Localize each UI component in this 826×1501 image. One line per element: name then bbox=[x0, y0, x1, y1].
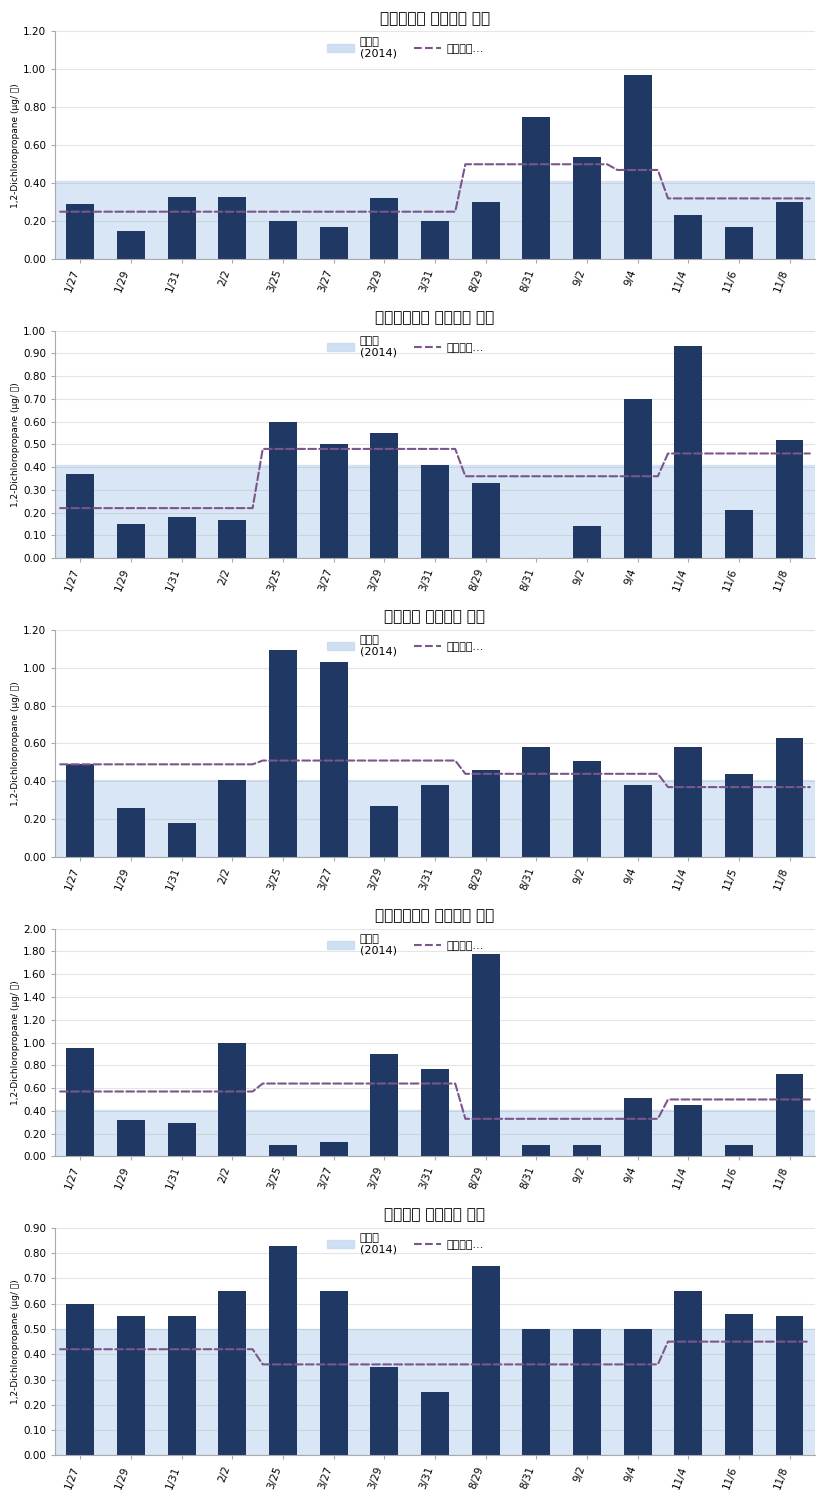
Bar bbox=[218, 519, 246, 558]
Bar bbox=[421, 785, 449, 857]
Bar bbox=[218, 1291, 246, 1456]
Bar bbox=[472, 953, 500, 1156]
Bar bbox=[421, 221, 449, 260]
Bar bbox=[370, 198, 398, 260]
Bar bbox=[168, 518, 196, 558]
Bar bbox=[776, 203, 804, 260]
Bar bbox=[573, 761, 601, 857]
Bar bbox=[320, 444, 348, 558]
Bar bbox=[168, 197, 196, 260]
Bar bbox=[674, 747, 702, 857]
Y-axis label: 1,2-Dichloropropane (μg/ ㎥): 1,2-Dichloropropane (μg/ ㎥) bbox=[11, 980, 20, 1105]
Bar bbox=[269, 221, 297, 260]
Bar bbox=[320, 227, 348, 260]
Bar bbox=[370, 806, 398, 857]
Bar bbox=[370, 432, 398, 558]
Bar bbox=[725, 775, 752, 857]
Legend: 연평균
(2014), 계절평균...: 연평균 (2014), 계절평균... bbox=[326, 336, 484, 357]
Legend: 연평균
(2014), 계절평균...: 연평균 (2014), 계절평균... bbox=[326, 1234, 484, 1255]
Bar bbox=[624, 399, 652, 558]
Y-axis label: 1,2-Dichloropropane (μg/ ㎥): 1,2-Dichloropropane (μg/ ㎥) bbox=[12, 381, 20, 507]
Bar bbox=[269, 650, 297, 857]
Bar bbox=[472, 770, 500, 857]
Bar bbox=[522, 1328, 550, 1456]
Title: 비교지역 일중농도 변화: 비교지역 일중농도 변화 bbox=[384, 1207, 486, 1222]
Bar bbox=[776, 738, 804, 857]
Legend: 연평균
(2014), 계절평균...: 연평균 (2014), 계절평균... bbox=[326, 38, 484, 59]
Bar bbox=[320, 1142, 348, 1156]
Bar bbox=[624, 75, 652, 260]
Bar bbox=[776, 1075, 804, 1156]
Bar bbox=[776, 440, 804, 558]
Legend: 연평균
(2014), 계절평균...: 연평균 (2014), 계절평균... bbox=[326, 635, 484, 657]
Bar bbox=[117, 524, 145, 558]
Bar bbox=[55, 1328, 815, 1456]
Bar bbox=[472, 483, 500, 558]
Bar bbox=[66, 1304, 94, 1456]
Bar bbox=[725, 1145, 752, 1156]
Bar bbox=[320, 1291, 348, 1456]
Title: 청량중학교 일중농도 변화: 청량중학교 일중농도 변화 bbox=[380, 11, 490, 26]
Bar bbox=[55, 465, 815, 558]
Bar bbox=[218, 779, 246, 857]
Bar bbox=[117, 808, 145, 857]
Bar bbox=[218, 1043, 246, 1156]
Bar bbox=[573, 1328, 601, 1456]
Title: 온산읍사무소 일중농도 변화: 온산읍사무소 일중농도 변화 bbox=[375, 908, 495, 923]
Bar bbox=[66, 204, 94, 260]
Bar bbox=[624, 785, 652, 857]
Title: 개운초등학교 일중농도 변화: 개운초등학교 일중농도 변화 bbox=[375, 311, 495, 326]
Bar bbox=[269, 422, 297, 558]
Bar bbox=[573, 156, 601, 260]
Bar bbox=[370, 1054, 398, 1156]
Bar bbox=[117, 231, 145, 260]
Y-axis label: 1,2-Dichloropropane (μg/ ㎥): 1,2-Dichloropropane (μg/ ㎥) bbox=[12, 1279, 20, 1403]
Bar bbox=[168, 1316, 196, 1456]
Bar bbox=[472, 203, 500, 260]
Bar bbox=[66, 764, 94, 857]
Bar bbox=[674, 347, 702, 558]
Bar bbox=[725, 510, 752, 558]
Bar bbox=[472, 1265, 500, 1456]
Y-axis label: 1,2-Dichloropropane (μg/ ㎥): 1,2-Dichloropropane (μg/ ㎥) bbox=[11, 681, 20, 806]
Bar bbox=[55, 779, 815, 857]
Bar bbox=[168, 1123, 196, 1156]
Bar bbox=[776, 1316, 804, 1456]
Bar bbox=[66, 1048, 94, 1156]
Bar bbox=[218, 197, 246, 260]
Bar bbox=[55, 1109, 815, 1156]
Bar bbox=[421, 1393, 449, 1456]
Bar bbox=[674, 1291, 702, 1456]
Bar bbox=[624, 1099, 652, 1156]
Bar bbox=[674, 1105, 702, 1156]
Y-axis label: 1,2-Dichloropropane (μg/ ㎥): 1,2-Dichloropropane (μg/ ㎥) bbox=[11, 83, 20, 207]
Bar bbox=[269, 1145, 297, 1156]
Bar bbox=[522, 747, 550, 857]
Bar bbox=[421, 1069, 449, 1156]
Bar bbox=[573, 1145, 601, 1156]
Bar bbox=[421, 465, 449, 558]
Legend: 연평균
(2014), 계절평균...: 연평균 (2014), 계절평균... bbox=[326, 934, 484, 956]
Bar bbox=[624, 1328, 652, 1456]
Bar bbox=[320, 662, 348, 857]
Bar bbox=[269, 1246, 297, 1456]
Bar bbox=[522, 1145, 550, 1156]
Bar bbox=[725, 227, 752, 260]
Bar bbox=[117, 1316, 145, 1456]
Bar bbox=[55, 182, 815, 260]
Title: 침례교회 일중농도 변화: 침례교회 일중농도 변화 bbox=[384, 609, 486, 624]
Bar bbox=[573, 527, 601, 558]
Bar bbox=[725, 1313, 752, 1456]
Bar bbox=[66, 474, 94, 558]
Bar bbox=[522, 117, 550, 260]
Bar bbox=[117, 1120, 145, 1156]
Bar bbox=[674, 216, 702, 260]
Bar bbox=[168, 823, 196, 857]
Bar bbox=[370, 1367, 398, 1456]
